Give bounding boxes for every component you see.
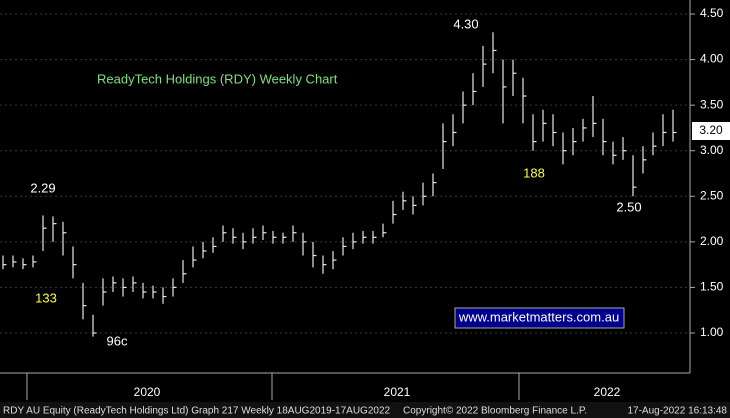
annotation: 2.29 bbox=[30, 180, 55, 195]
y-tick-label: 3.50 bbox=[700, 97, 724, 111]
y-tick-label: 4.00 bbox=[700, 52, 724, 66]
annotation: 96c bbox=[107, 333, 128, 348]
chart-title: ReadyTech Holdings (RDY) Weekly Chart bbox=[97, 71, 338, 86]
footer-center: Copyright© 2022 Bloomberg Finance L.P. bbox=[403, 406, 587, 417]
annotation: 188 bbox=[523, 165, 545, 180]
x-tick-label: 2021 bbox=[384, 385, 411, 399]
last-price-box bbox=[692, 122, 730, 140]
y-tick-label: 4.50 bbox=[700, 6, 724, 20]
watermark: www.marketmatters.com.au bbox=[458, 309, 619, 324]
footer-left: RDY AU Equity (ReadyTech Holdings Ltd) G… bbox=[3, 406, 390, 417]
y-tick-label: 2.50 bbox=[700, 188, 724, 202]
y-tick-label: 1.50 bbox=[700, 280, 724, 294]
x-tick-label: 2020 bbox=[134, 385, 161, 399]
x-tick-label: 2022 bbox=[594, 385, 621, 399]
y-tick-label: 1.00 bbox=[700, 325, 724, 339]
annotation: 133 bbox=[35, 290, 57, 305]
y-tick-label: 2.00 bbox=[700, 234, 724, 248]
last-price-label: 3.20 bbox=[699, 123, 723, 137]
annotation: 2.50 bbox=[616, 199, 641, 214]
footer-right: 17-Aug-2022 16:13:48 bbox=[627, 406, 727, 417]
y-tick-label: 3.00 bbox=[700, 143, 724, 157]
annotation: 4.30 bbox=[453, 16, 478, 31]
watermark-box bbox=[454, 307, 625, 329]
footer-bar bbox=[0, 402, 730, 418]
